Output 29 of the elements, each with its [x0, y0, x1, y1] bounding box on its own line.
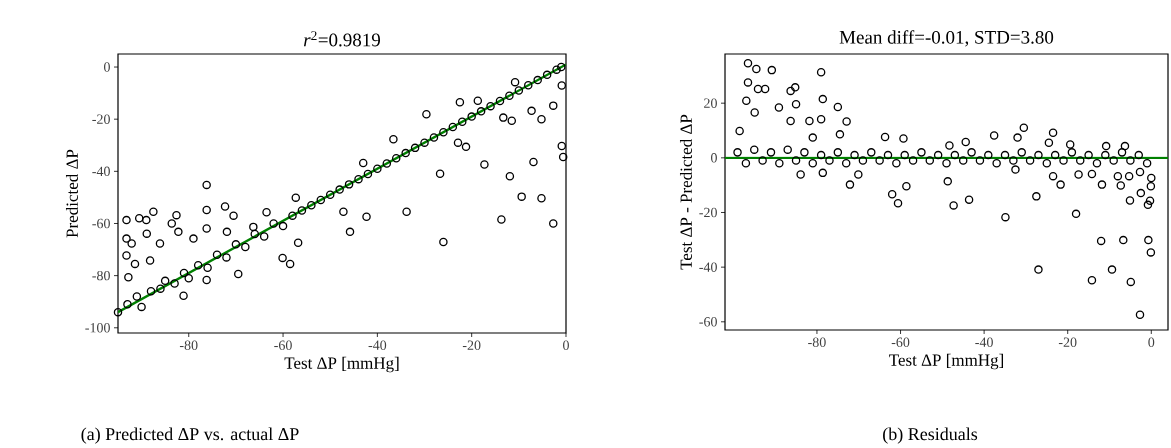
x-tick-label: 0 — [563, 340, 569, 350]
y-tick-label: 20 — [704, 98, 717, 108]
x-tick-label: -80 — [179, 340, 198, 350]
x-tick-label: -80 — [808, 337, 826, 347]
x-axis-title: Test ΔP [mmHg] — [889, 353, 1004, 370]
chart-title: Mean diff=-0.01, STD=3.80 — [839, 30, 1054, 47]
y-tick-label: 0 — [711, 153, 717, 163]
chart-title: r$^{2}$=0.9819 — [303, 31, 380, 47]
x-tick-label: -60 — [891, 337, 910, 347]
y-tick-label: -100 — [85, 323, 110, 333]
y-tick-label: -40 — [92, 166, 110, 177]
x-tick-label: -60 — [274, 340, 292, 350]
y-tick-label: -60 — [699, 317, 717, 327]
x-tick-label: -40 — [368, 340, 387, 350]
x-tick-label: -20 — [462, 340, 481, 350]
text: (a) Predicted ΔP vs. actual ΔP — [81, 427, 299, 444]
y-axis-title: Predicted ΔP — [65, 149, 78, 238]
y-axis-title: Test ΔP - Predicted ΔP — [679, 114, 692, 270]
x-tick-label: -20 — [1058, 337, 1077, 347]
x-tick-label: 0 — [1148, 337, 1155, 347]
x-tick-label: -40 — [975, 337, 993, 347]
y-tick-label: -20 — [92, 114, 110, 124]
y-tick-label: -80 — [92, 270, 110, 281]
y-tick-label: -40 — [699, 262, 717, 272]
y-tick-label: -60 — [92, 218, 110, 229]
text: (b) Residuals — [883, 427, 978, 444]
y-tick-label: -20 — [699, 207, 717, 218]
x-axis-title: Test ΔP [mmHg] — [284, 356, 399, 373]
y-tick-label: 0 — [104, 62, 110, 72]
